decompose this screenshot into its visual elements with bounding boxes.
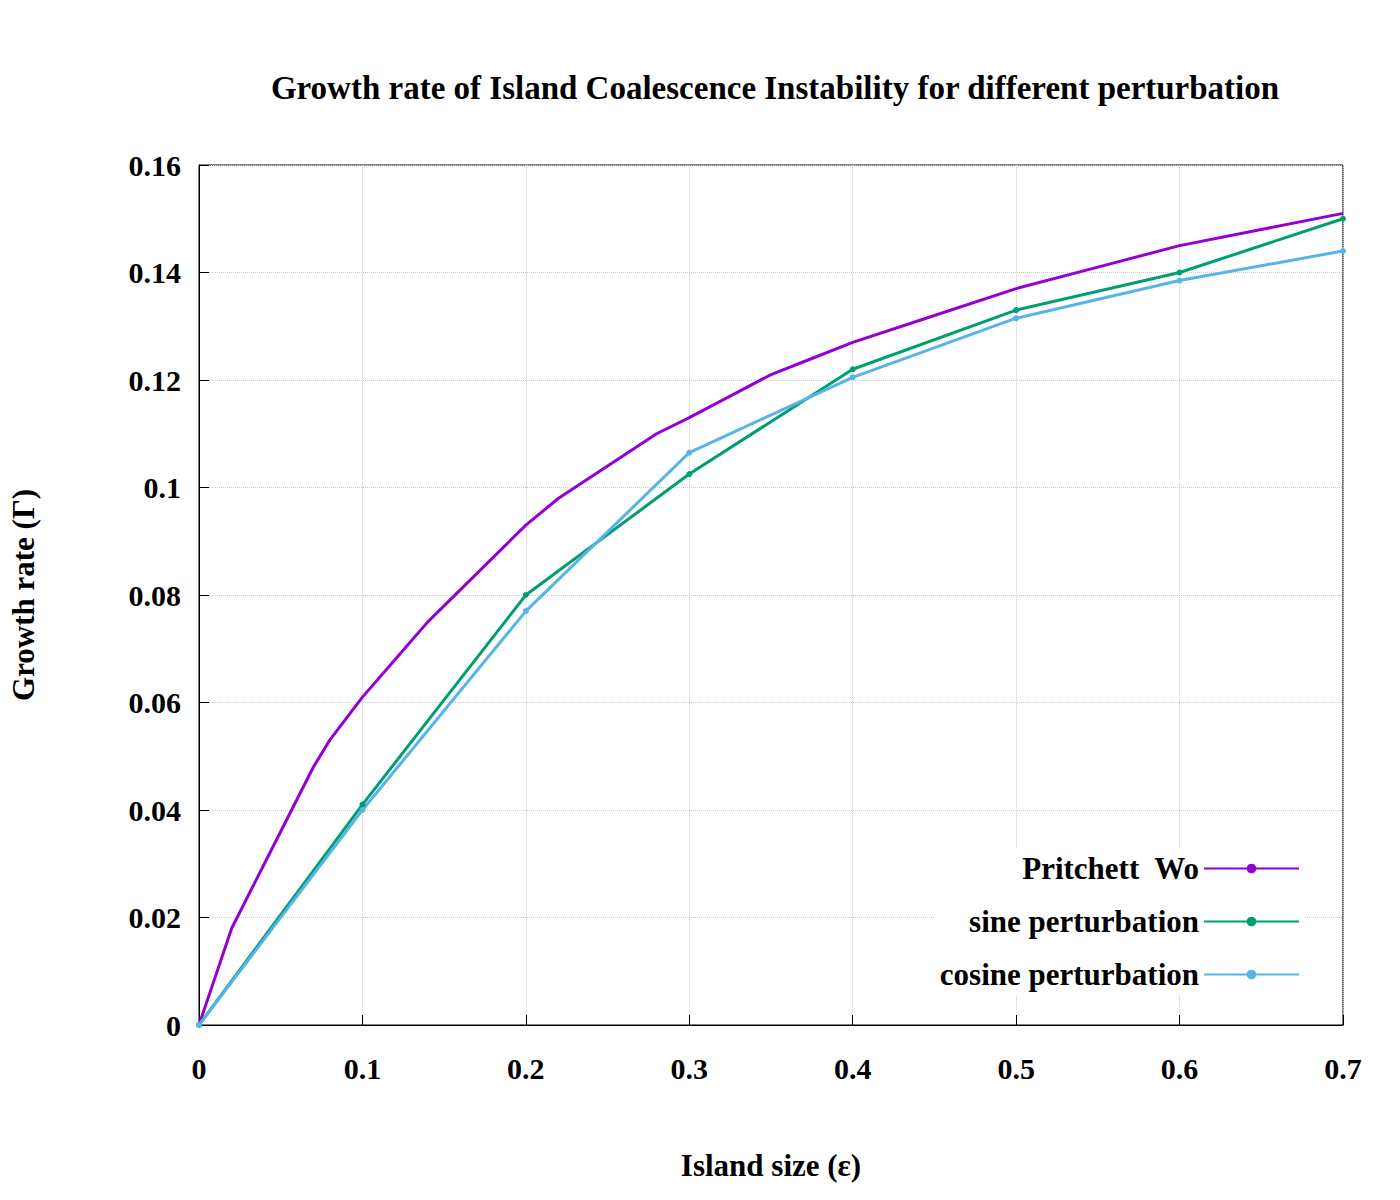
svg-text:Island size (ε): Island size (ε) xyxy=(681,1148,861,1183)
svg-text:0.1: 0.1 xyxy=(344,1052,382,1085)
svg-text:0.6: 0.6 xyxy=(1161,1052,1199,1085)
svg-text:0: 0 xyxy=(192,1052,207,1085)
svg-text:0.02: 0.02 xyxy=(129,901,182,934)
svg-text:0.3: 0.3 xyxy=(671,1052,709,1085)
svg-text:0.4: 0.4 xyxy=(834,1052,872,1085)
svg-text:Growth rate of Island Coalesce: Growth rate of Island Coalescence Instab… xyxy=(271,70,1279,106)
svg-text:Pritchett Wo: Pritchett Wo xyxy=(1022,851,1199,886)
svg-text:0.12: 0.12 xyxy=(129,364,182,397)
svg-text:0.06: 0.06 xyxy=(129,686,182,719)
svg-text:0.2: 0.2 xyxy=(507,1052,545,1085)
svg-text:0.7: 0.7 xyxy=(1324,1052,1362,1085)
svg-text:Growth rate (Γ): Growth rate (Γ) xyxy=(6,489,41,701)
svg-text:sine perturbation: sine perturbation xyxy=(969,904,1199,939)
svg-text:0: 0 xyxy=(166,1009,181,1042)
svg-text:0.5: 0.5 xyxy=(997,1052,1034,1085)
svg-text:0.14: 0.14 xyxy=(129,256,182,289)
svg-text:0.04: 0.04 xyxy=(129,794,182,827)
svg-text:0.16: 0.16 xyxy=(129,149,182,182)
svg-text:0.08: 0.08 xyxy=(129,579,182,612)
svg-text:cosine perturbation: cosine perturbation xyxy=(940,957,1199,992)
svg-text:0.1: 0.1 xyxy=(144,471,182,504)
